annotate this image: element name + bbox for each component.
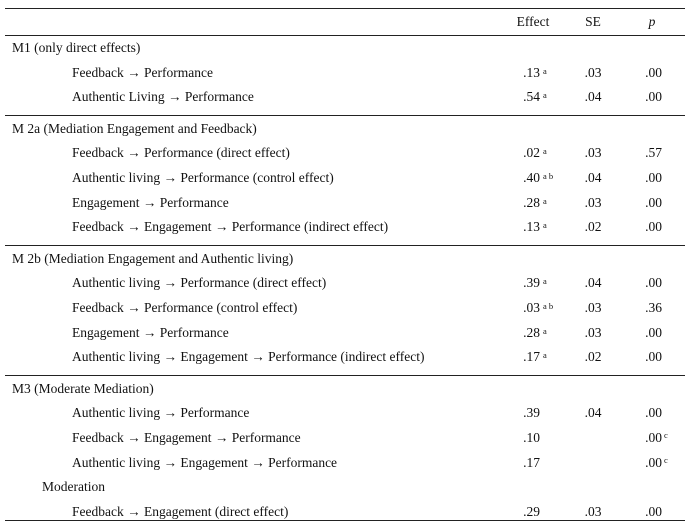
row-label: Feedback → Engagement (direct effect) [72, 503, 289, 519]
p-value: .57 [645, 145, 662, 161]
p-value: .00 [645, 64, 662, 80]
rule [5, 520, 685, 521]
effect-note: a [543, 195, 547, 206]
row-label: Engagement → Performance [72, 194, 229, 210]
p-value: .00 [645, 324, 662, 340]
se: .03 [584, 324, 602, 340]
rule [5, 35, 685, 36]
section-title: M 2a (Mediation Engagement and Feedback) [12, 120, 257, 136]
effect: .28 [523, 324, 540, 340]
se: .02 [584, 219, 602, 235]
effect-note: a [543, 325, 547, 336]
p-value: .00 [645, 275, 662, 291]
effect: .29 [523, 503, 540, 519]
p-value: .00 [645, 349, 662, 365]
row-label: Feedback → Engagement → Performance [72, 430, 301, 445]
p-value: .00 [645, 89, 662, 105]
column-header: Effect [516, 14, 550, 29]
row-label: Authentic Living → Performance [72, 89, 254, 105]
p-note: c [664, 430, 668, 440]
effect-note: a [543, 276, 547, 287]
se: .03 [584, 300, 602, 315]
effect-note: a [543, 146, 547, 157]
p-value: .00 [645, 503, 662, 519]
effect: .17 [523, 349, 540, 365]
rule [5, 114, 685, 116]
rule [5, 374, 685, 376]
rule [5, 244, 685, 246]
effect: .10 [523, 430, 540, 445]
section-title: M 2b (Mediation Engagement and Authentic… [12, 250, 294, 266]
effect: .17 [523, 454, 540, 470]
p-value: .00 [645, 194, 662, 210]
p-note: c [664, 454, 668, 465]
effect: .39 [523, 275, 540, 291]
effect-note: a [543, 90, 547, 101]
se: .03 [584, 503, 602, 519]
row-label: Engagement → Performance [72, 324, 229, 340]
se: .03 [584, 194, 602, 210]
subheading: Moderation [42, 479, 105, 495]
row-label: Authentic living → Engagement → Performa… [72, 349, 425, 365]
se: .03 [584, 145, 602, 161]
se: .04 [584, 405, 602, 421]
effect: .13 [523, 219, 540, 235]
p-value: .00 [645, 219, 662, 235]
effect: .54 [523, 89, 540, 105]
se: .04 [584, 89, 602, 105]
effect-note: a [543, 220, 547, 231]
row-label: Feedback → Performance [72, 64, 213, 80]
section-title: M1 (only direct effects) [12, 40, 141, 55]
se: .02 [584, 349, 602, 365]
effect-note: a b [543, 301, 554, 311]
row-label: Authentic living → Performance (direct e… [72, 275, 327, 291]
se: .04 [584, 275, 602, 291]
p-value: .00 [645, 170, 662, 185]
row-label: Feedback → Engagement → Performance (ind… [72, 219, 389, 235]
rule [5, 8, 685, 9]
section-title: M3 (Moderate Mediation) [12, 380, 154, 396]
row-label: Authentic living → Engagement → Performa… [72, 454, 338, 470]
effect: .39 [523, 405, 540, 421]
p-value: .00 [645, 454, 662, 470]
p-value: .00 [645, 430, 662, 445]
effect-note: a [543, 350, 547, 361]
effect: .03 [523, 300, 540, 315]
column-header: SE [585, 14, 601, 29]
effect: .28 [523, 194, 540, 210]
p-value: .00 [645, 405, 662, 421]
effect: .40 [523, 170, 540, 185]
effect: .02 [523, 145, 540, 161]
effect-note: a b [543, 171, 554, 181]
effect: .13 [523, 64, 540, 80]
se: .04 [584, 170, 602, 185]
effect-note: a [543, 65, 547, 76]
row-label: Feedback → Performance (control effect) [72, 300, 298, 315]
se: .03 [584, 64, 602, 80]
row-label: Feedback → Performance (direct effect) [72, 145, 290, 161]
row-label: Authentic living → Performance [72, 405, 250, 421]
row-label: Authentic living → Performance (control … [72, 170, 334, 185]
p-value: .36 [645, 300, 662, 315]
column-header: p [648, 14, 656, 29]
